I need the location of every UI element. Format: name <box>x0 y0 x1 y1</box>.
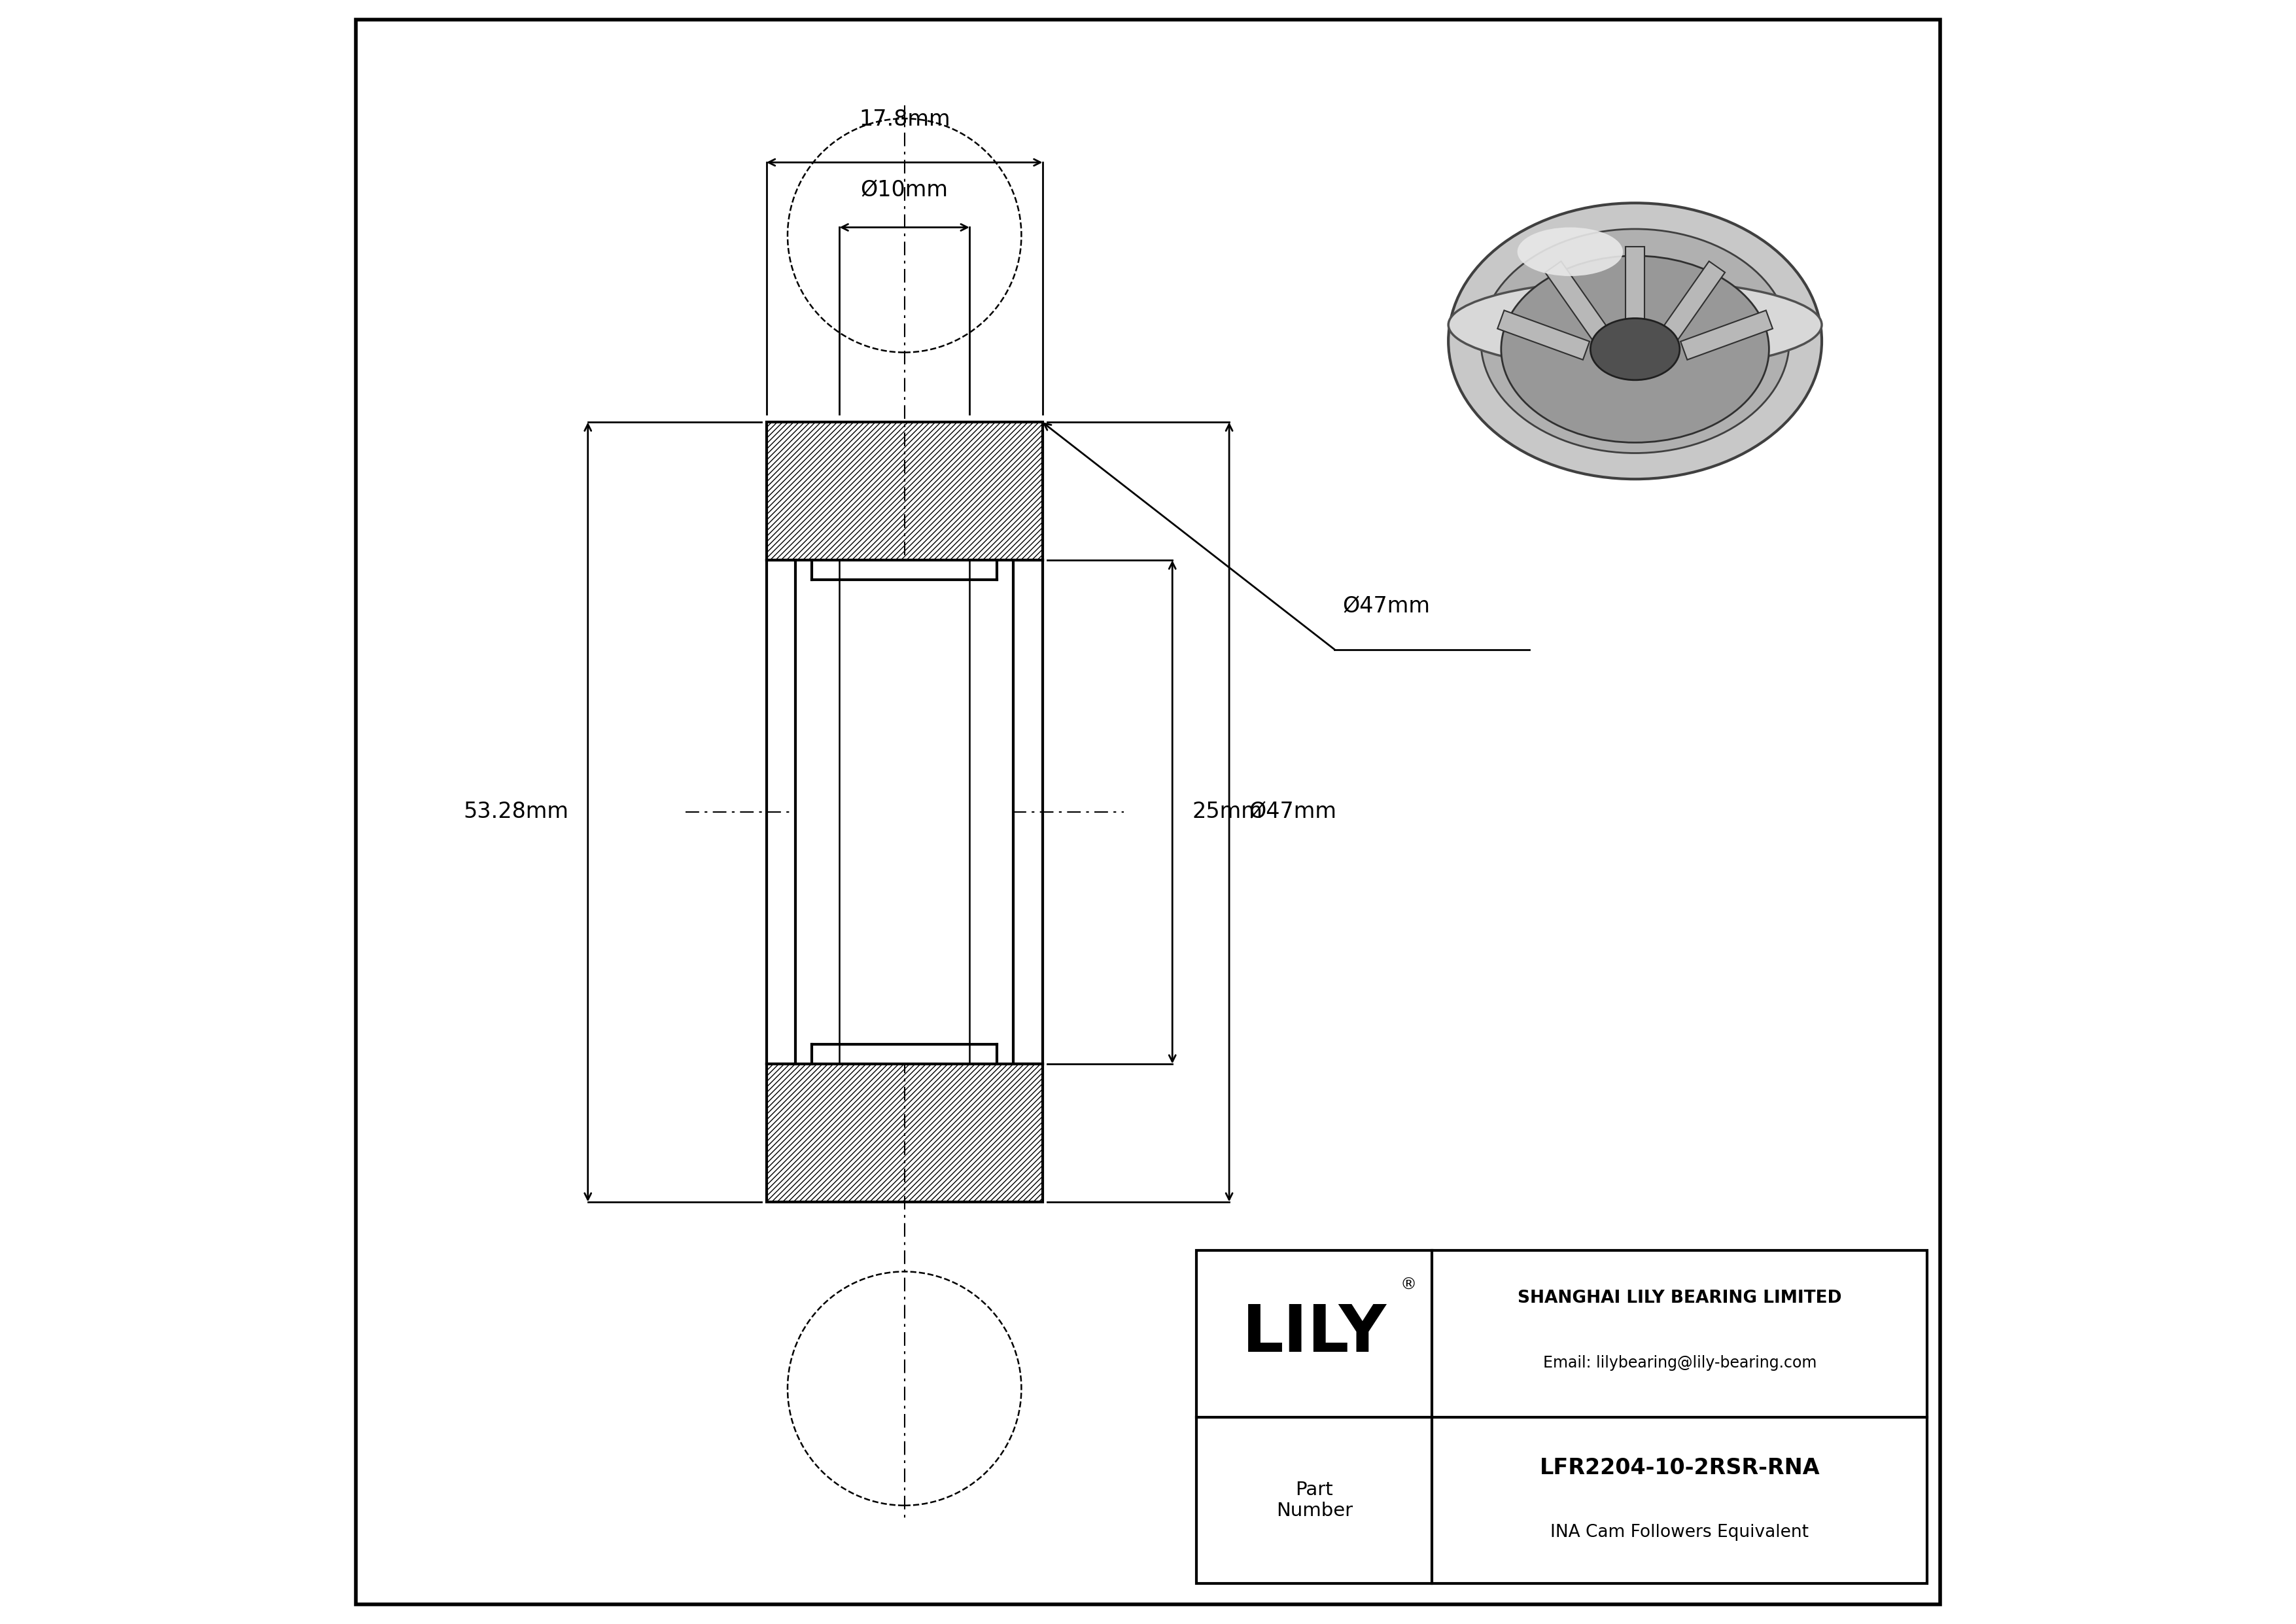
Text: LILY: LILY <box>1242 1302 1387 1366</box>
Text: 17.8mm: 17.8mm <box>859 109 951 130</box>
Text: Email: lilybearing@lily-bearing.com: Email: lilybearing@lily-bearing.com <box>1543 1354 1816 1371</box>
Bar <box>797 560 1013 1064</box>
Bar <box>1196 1250 1926 1583</box>
Text: INA Cam Followers Equivalent: INA Cam Followers Equivalent <box>1550 1525 1809 1541</box>
Ellipse shape <box>1449 203 1821 479</box>
Text: ®: ® <box>1401 1276 1417 1293</box>
Text: LFR2204-10-2RSR-RNA: LFR2204-10-2RSR-RNA <box>1541 1457 1821 1478</box>
Text: Part
Number: Part Number <box>1277 1481 1352 1520</box>
Text: Ø47mm: Ø47mm <box>1249 801 1336 823</box>
Bar <box>1658 261 1724 348</box>
Bar <box>767 422 1042 560</box>
Bar <box>767 422 1042 1202</box>
Text: Ø47mm: Ø47mm <box>1343 596 1430 617</box>
Text: SHANGHAI LILY BEARING LIMITED: SHANGHAI LILY BEARING LIMITED <box>1518 1289 1841 1306</box>
Ellipse shape <box>1518 227 1623 276</box>
Ellipse shape <box>1449 279 1821 369</box>
Ellipse shape <box>1591 318 1681 380</box>
Text: 25mm: 25mm <box>1192 801 1263 823</box>
Bar <box>1497 310 1589 361</box>
Bar <box>1681 310 1773 361</box>
Ellipse shape <box>1481 229 1789 453</box>
Bar <box>1545 261 1614 348</box>
Bar <box>767 1064 1042 1202</box>
Bar <box>767 422 1042 560</box>
Bar <box>767 1064 1042 1202</box>
Text: 53.28mm: 53.28mm <box>464 801 569 823</box>
Text: Ø10mm: Ø10mm <box>861 180 948 201</box>
Bar <box>1626 247 1644 338</box>
Ellipse shape <box>1502 255 1768 442</box>
